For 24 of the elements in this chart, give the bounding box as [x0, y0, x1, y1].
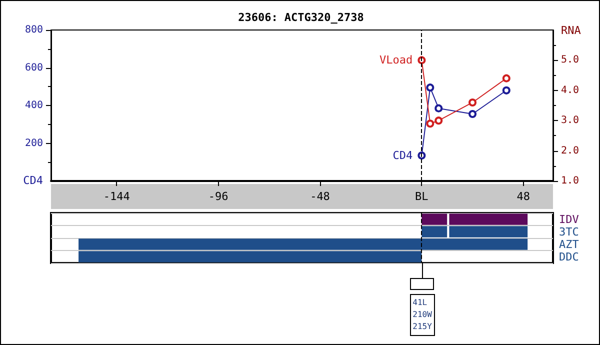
y-tick-label: 800	[24, 24, 43, 36]
y-tick-label: 200	[24, 138, 43, 149]
x-tick-label: -96	[208, 190, 228, 203]
y-tick-label: DDC	[559, 250, 579, 264]
x-tick-label: -144	[103, 190, 130, 203]
y-tick-label: AZT	[559, 238, 580, 251]
y-tick-label: IDV	[559, 212, 580, 226]
y2-axis-title: RNA	[561, 24, 582, 37]
y-axis-title: CD4	[23, 174, 44, 187]
x-tick-label: 48	[516, 190, 530, 203]
series-label: CD4	[392, 149, 414, 162]
y2-tick-label: 1.0	[561, 176, 580, 186]
y-tick-label: 600	[24, 62, 43, 74]
y2-tick-label: 5.0	[561, 54, 580, 66]
text: 41L 210W 215Y	[410, 294, 435, 336]
x-tick-label: BL	[415, 190, 429, 203]
y2-tick-label: 3.0	[561, 115, 580, 126]
y2-tick-label: 4.0	[561, 84, 580, 96]
series-label: VLoad	[380, 54, 413, 67]
chart-title: 23606: ACTG320_2738	[238, 11, 364, 24]
y-tick-label: 3TC	[559, 225, 579, 238]
x-tick-label: -48	[310, 190, 330, 203]
y2-tick-label: 2.0	[561, 145, 580, 156]
y-tick-label: 400	[24, 100, 43, 111]
